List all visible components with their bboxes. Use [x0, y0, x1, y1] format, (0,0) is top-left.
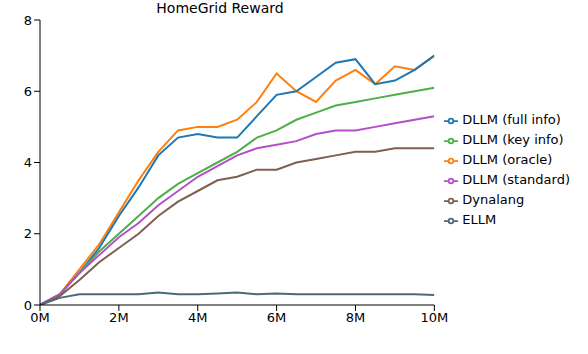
svg-text:4M: 4M — [188, 310, 208, 325]
svg-text:6: 6 — [24, 84, 32, 99]
svg-text:6M: 6M — [267, 310, 287, 325]
svg-text:10M: 10M — [420, 310, 448, 325]
html-text:DLLM (key info): DLLM (key info) — [462, 132, 564, 147]
svg-text:8: 8 — [24, 13, 32, 28]
html-text:HomeGrid Reward: HomeGrid Reward — [156, 0, 284, 16]
svg-text:8M: 8M — [346, 310, 366, 325]
svg-text:0M: 0M — [30, 310, 50, 325]
html-text:DLLM (standard): DLLM (standard) — [462, 172, 570, 187]
html-text:Dynalang: Dynalang — [462, 192, 525, 207]
svg-text:2M: 2M — [109, 310, 129, 325]
html-text:ELLM: ELLM — [462, 212, 497, 227]
svg-text:4: 4 — [24, 155, 32, 170]
html-text:DLLM (full info): DLLM (full info) — [462, 112, 561, 127]
svg-text:0: 0 — [24, 298, 32, 313]
html-text:DLLM (oracle): DLLM (oracle) — [462, 152, 553, 167]
svg-text:2: 2 — [24, 226, 32, 241]
